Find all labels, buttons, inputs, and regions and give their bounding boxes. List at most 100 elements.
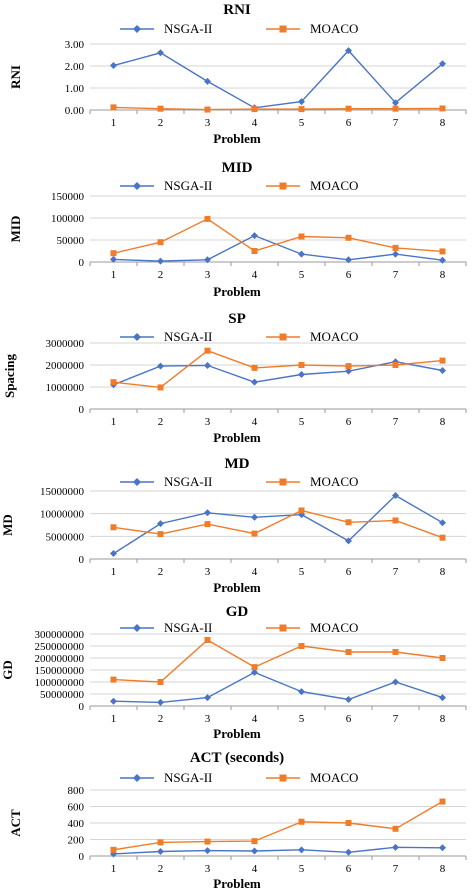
data-point-nsga-ii — [204, 77, 211, 85]
series-line-moaco — [113, 106, 443, 111]
y-tick-label: 15000000 — [40, 486, 85, 498]
data-point-nsga-ii — [345, 47, 352, 55]
series-line-nsga-ii — [113, 494, 443, 555]
data-point-moaco — [345, 519, 352, 526]
data-point-nsga-ii — [204, 256, 211, 264]
legend-marker-diamond — [133, 774, 141, 782]
data-point-nsga-ii — [298, 511, 305, 519]
x-tick-label: 7 — [393, 416, 399, 428]
x-tick-label: 8 — [440, 566, 446, 578]
x-tick-label: 2 — [158, 566, 164, 578]
x-tick-label: 5 — [299, 269, 305, 281]
x-tick-label: 5 — [299, 863, 305, 875]
data-point-moaco — [345, 363, 352, 370]
data-point-nsga-ii — [251, 847, 258, 855]
data-point-nsga-ii — [345, 256, 352, 264]
x-tick-label: 3 — [205, 566, 211, 578]
data-point-moaco — [251, 838, 258, 845]
chart-panel-5: GD NSGA-II MOACO 05000000010000000015000000… — [0, 604, 467, 741]
data-point-moaco — [204, 347, 211, 354]
data-point-moaco — [439, 105, 446, 112]
data-point-nsga-ii — [345, 696, 352, 704]
x-tick-label: 8 — [440, 117, 446, 129]
y-axis-label: MD — [0, 514, 15, 536]
data-point-moaco — [204, 521, 211, 528]
y-tick-label: 50000 — [57, 235, 85, 247]
x-tick-label: 1 — [111, 713, 117, 725]
data-point-nsga-ii — [110, 550, 117, 558]
x-tick-label: 1 — [111, 416, 117, 428]
series-line-nsga-ii — [113, 671, 443, 704]
chart-title: MD — [225, 456, 250, 472]
data-point-moaco — [298, 233, 305, 240]
data-point-moaco — [251, 530, 258, 537]
legend-label-1: NSGA-II — [164, 21, 212, 36]
x-tick-label: 5 — [299, 416, 305, 428]
y-axis-label: Spacing — [2, 353, 17, 398]
x-tick-label: 5 — [299, 566, 305, 578]
y-tick-label: 0.00 — [65, 105, 85, 117]
chart-panel-6: ACT (seconds) NSGA-II MOACO 0 200 400 600 800 1 2… — [8, 750, 467, 891]
legend-label-2: MOACO — [310, 21, 358, 36]
y-tick-label: 1.00 — [65, 83, 85, 95]
y-tick-label: 600 — [68, 802, 85, 814]
x-tick-label: 2 — [158, 117, 164, 129]
data-point-moaco — [345, 649, 352, 655]
data-point-moaco — [298, 818, 305, 825]
data-point-nsga-ii — [204, 694, 211, 702]
series-line-moaco — [113, 349, 443, 389]
x-tick-label: 2 — [158, 416, 164, 428]
legend-label-1: NSGA-II — [164, 620, 212, 635]
data-point-moaco — [392, 825, 399, 832]
x-tick-label: 3 — [205, 117, 211, 129]
x-tick-label: 6 — [346, 416, 352, 428]
x-tick-label: 4 — [252, 117, 258, 129]
x-tick-label: 2 — [158, 713, 164, 725]
data-point-nsga-ii — [439, 694, 446, 702]
x-tick-label: 4 — [252, 863, 258, 875]
data-point-moaco — [157, 105, 164, 112]
data-point-moaco — [439, 655, 446, 661]
data-point-moaco — [392, 244, 399, 251]
data-point-nsga-ii — [298, 688, 305, 696]
data-point-nsga-ii — [157, 362, 164, 370]
y-tick-label: 250000000 — [35, 641, 85, 653]
x-tick-label: 2 — [158, 863, 164, 875]
data-point-moaco — [439, 357, 446, 364]
data-point-nsga-ii — [392, 678, 399, 686]
x-tick-label: 1 — [111, 117, 117, 129]
x-axis-label: Problem — [213, 430, 261, 445]
legend-marker-diamond — [133, 182, 141, 190]
data-point-moaco — [110, 524, 117, 531]
legend-label-2: MOACO — [310, 474, 358, 489]
data-point-moaco — [392, 362, 399, 368]
y-tick-label: 800 — [68, 785, 85, 797]
data-point-nsga-ii — [298, 370, 305, 378]
y-tick-label: 100000 — [51, 213, 85, 225]
chart-title: RNI — [223, 2, 251, 18]
data-point-nsga-ii — [298, 250, 305, 258]
legend-marker-square — [279, 774, 287, 782]
legend-label-1: NSGA-II — [164, 178, 212, 193]
y-tick-label: 300000000 — [35, 629, 85, 641]
y-axis-label: GD — [0, 660, 15, 680]
y-tick-label: 0 — [79, 851, 85, 863]
legend-marker-square — [279, 182, 287, 190]
legend-marker-diamond — [133, 333, 141, 341]
series-line-nsga-ii — [113, 234, 443, 262]
x-tick-label: 2 — [158, 269, 164, 281]
data-point-moaco — [298, 507, 305, 514]
data-point-moaco — [251, 364, 258, 371]
series-line-nsga-ii — [113, 49, 443, 109]
x-tick-label: 1 — [111, 863, 117, 875]
data-point-moaco — [439, 534, 446, 541]
data-point-moaco — [251, 106, 258, 113]
x-tick-label: 8 — [440, 863, 446, 875]
data-point-moaco — [204, 215, 211, 222]
data-point-moaco — [392, 649, 399, 655]
y-axis-label: RNI — [8, 65, 23, 89]
y-tick-label: 200000000 — [35, 653, 85, 665]
data-point-moaco — [204, 838, 211, 845]
x-axis-label: Problem — [213, 580, 261, 595]
x-tick-label: 1 — [111, 269, 117, 281]
